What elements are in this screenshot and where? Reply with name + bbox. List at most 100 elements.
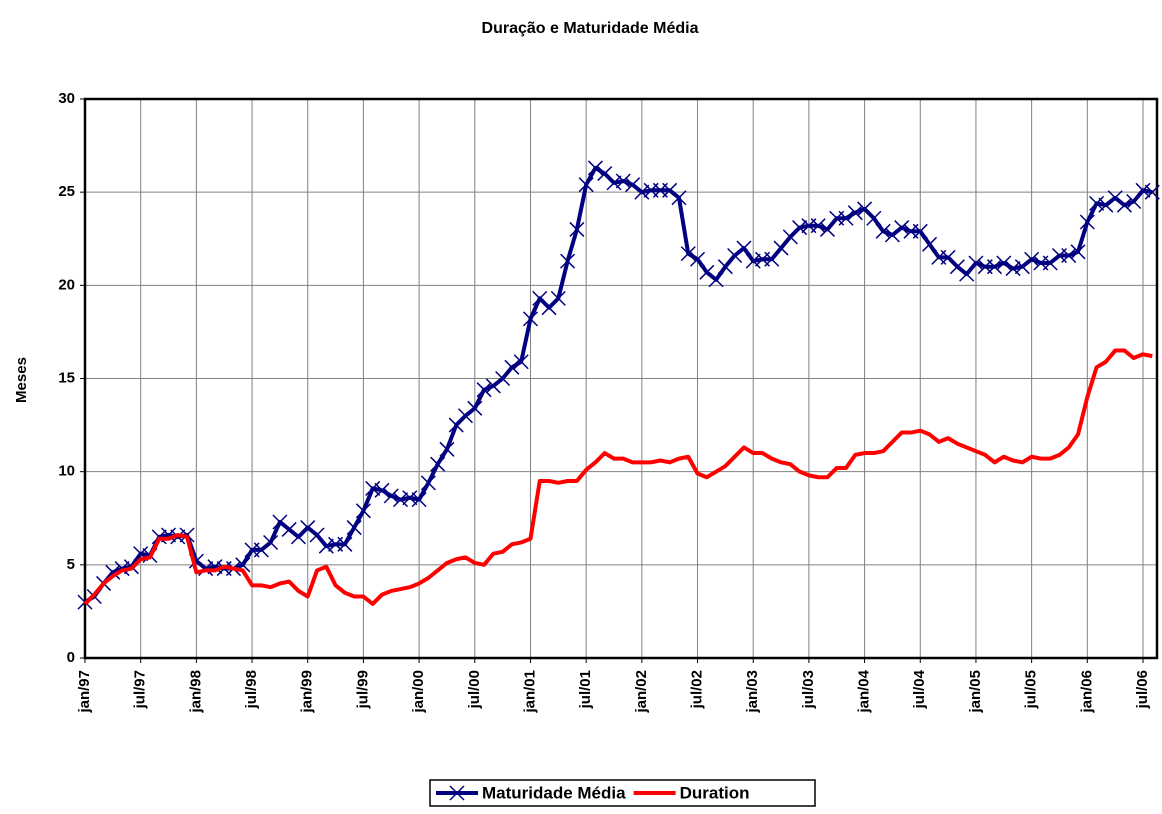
series-marker bbox=[1116, 197, 1132, 213]
series-marker bbox=[1042, 255, 1058, 271]
series-marker bbox=[467, 400, 483, 416]
series-marker bbox=[727, 247, 743, 264]
x-tick-label: jul/99 bbox=[354, 670, 371, 709]
series-marker bbox=[253, 542, 269, 558]
series-marker bbox=[986, 259, 1003, 275]
x-tick-label: jan/01 bbox=[521, 670, 538, 714]
x-tick-label: jan/02 bbox=[633, 670, 650, 714]
series-marker bbox=[365, 480, 381, 496]
x-tick-label: jan/06 bbox=[1078, 670, 1095, 714]
series-marker bbox=[680, 246, 696, 262]
series-marker bbox=[968, 255, 984, 271]
series-marker bbox=[875, 223, 891, 239]
series-marker bbox=[1107, 190, 1123, 206]
series-marker bbox=[884, 227, 900, 243]
legend-label: Maturidade Média bbox=[482, 783, 626, 802]
series-marker bbox=[996, 255, 1012, 271]
series-marker bbox=[430, 456, 446, 472]
plot-border bbox=[83, 97, 1159, 660]
series-marker bbox=[1126, 193, 1142, 210]
series-marker bbox=[894, 220, 910, 236]
series-marker bbox=[272, 514, 288, 530]
x-tick-label: jan/00 bbox=[410, 670, 427, 714]
x-tick-label: jan/04 bbox=[856, 669, 873, 713]
series-marker bbox=[485, 378, 501, 394]
x-tick-label: jul/97 bbox=[132, 670, 149, 709]
series-marker bbox=[717, 259, 733, 275]
x-tick-label: jan/03 bbox=[744, 670, 761, 714]
series-marker bbox=[838, 210, 854, 226]
series-marker bbox=[671, 190, 687, 206]
series-marker bbox=[1061, 247, 1077, 264]
series-marker bbox=[606, 175, 622, 191]
series-marker bbox=[1089, 195, 1105, 211]
y-axis-label: Meses bbox=[13, 357, 30, 403]
y-tick-label: 30 bbox=[58, 90, 75, 107]
x-tick-label: jul/04 bbox=[911, 669, 928, 709]
series-marker bbox=[1144, 184, 1160, 200]
x-tick-label: jan/97 bbox=[76, 670, 93, 714]
series-marker bbox=[309, 527, 325, 543]
x-tick-label: jul/02 bbox=[688, 670, 705, 709]
series-marker bbox=[922, 236, 938, 252]
x-tick-label: jul/00 bbox=[466, 670, 483, 709]
series-marker bbox=[393, 492, 409, 508]
series-marker bbox=[411, 492, 427, 508]
x-tick-label: jan/99 bbox=[299, 670, 316, 714]
y-tick-label: 5 bbox=[67, 556, 75, 573]
series-marker bbox=[1005, 261, 1021, 277]
series-marker bbox=[550, 290, 566, 306]
series-marker bbox=[439, 441, 455, 457]
series-marker bbox=[662, 182, 678, 198]
series-marker bbox=[634, 184, 650, 200]
x-tick-label: jul/06 bbox=[1134, 670, 1151, 709]
series-marker bbox=[949, 259, 965, 275]
series-marker bbox=[1098, 197, 1114, 213]
series-marker bbox=[819, 221, 835, 237]
series-marker bbox=[383, 488, 399, 504]
series-marker bbox=[736, 240, 752, 256]
series-marker bbox=[745, 253, 761, 269]
series-marker bbox=[355, 503, 371, 519]
series-marker bbox=[513, 354, 529, 370]
series-marker bbox=[866, 210, 882, 226]
series-marker bbox=[374, 482, 390, 498]
series-marker bbox=[318, 538, 334, 554]
y-tick-label: 25 bbox=[58, 183, 75, 200]
series-marker bbox=[495, 370, 511, 387]
series-marker bbox=[522, 311, 539, 327]
chart-title: Duração e Maturidade Média bbox=[482, 20, 699, 37]
x-tick-label: jul/98 bbox=[243, 670, 260, 709]
x-tick-label: jan/05 bbox=[967, 670, 984, 714]
series-marker bbox=[764, 251, 780, 267]
series-marker bbox=[1014, 259, 1030, 275]
series-marker bbox=[402, 490, 418, 506]
series-marker bbox=[1079, 214, 1095, 230]
series-marker bbox=[708, 272, 724, 288]
series-marker bbox=[346, 520, 362, 536]
series-marker bbox=[912, 223, 928, 239]
series-marker bbox=[578, 177, 594, 193]
legend-box bbox=[429, 779, 816, 807]
series-marker bbox=[625, 177, 641, 193]
series-marker bbox=[281, 521, 297, 537]
x-tick-label: jul/01 bbox=[577, 670, 594, 709]
series-line bbox=[83, 348, 1153, 606]
series-marker bbox=[773, 240, 789, 256]
series-marker bbox=[569, 221, 585, 237]
y-tick-label: 0 bbox=[67, 649, 75, 666]
series-marker bbox=[300, 520, 316, 536]
legend-marker bbox=[449, 785, 465, 801]
series-marker bbox=[615, 173, 631, 189]
y-tick-label: 10 bbox=[58, 463, 75, 480]
series-marker bbox=[847, 205, 863, 221]
series-marker bbox=[810, 218, 826, 234]
series-marker bbox=[337, 536, 353, 552]
x-tick-label: jul/05 bbox=[1023, 670, 1040, 709]
series-marker bbox=[263, 534, 279, 551]
series-marker bbox=[457, 408, 474, 424]
y-tick-label: 20 bbox=[58, 276, 75, 293]
series-marker bbox=[1024, 251, 1040, 267]
series-marker bbox=[959, 266, 975, 282]
